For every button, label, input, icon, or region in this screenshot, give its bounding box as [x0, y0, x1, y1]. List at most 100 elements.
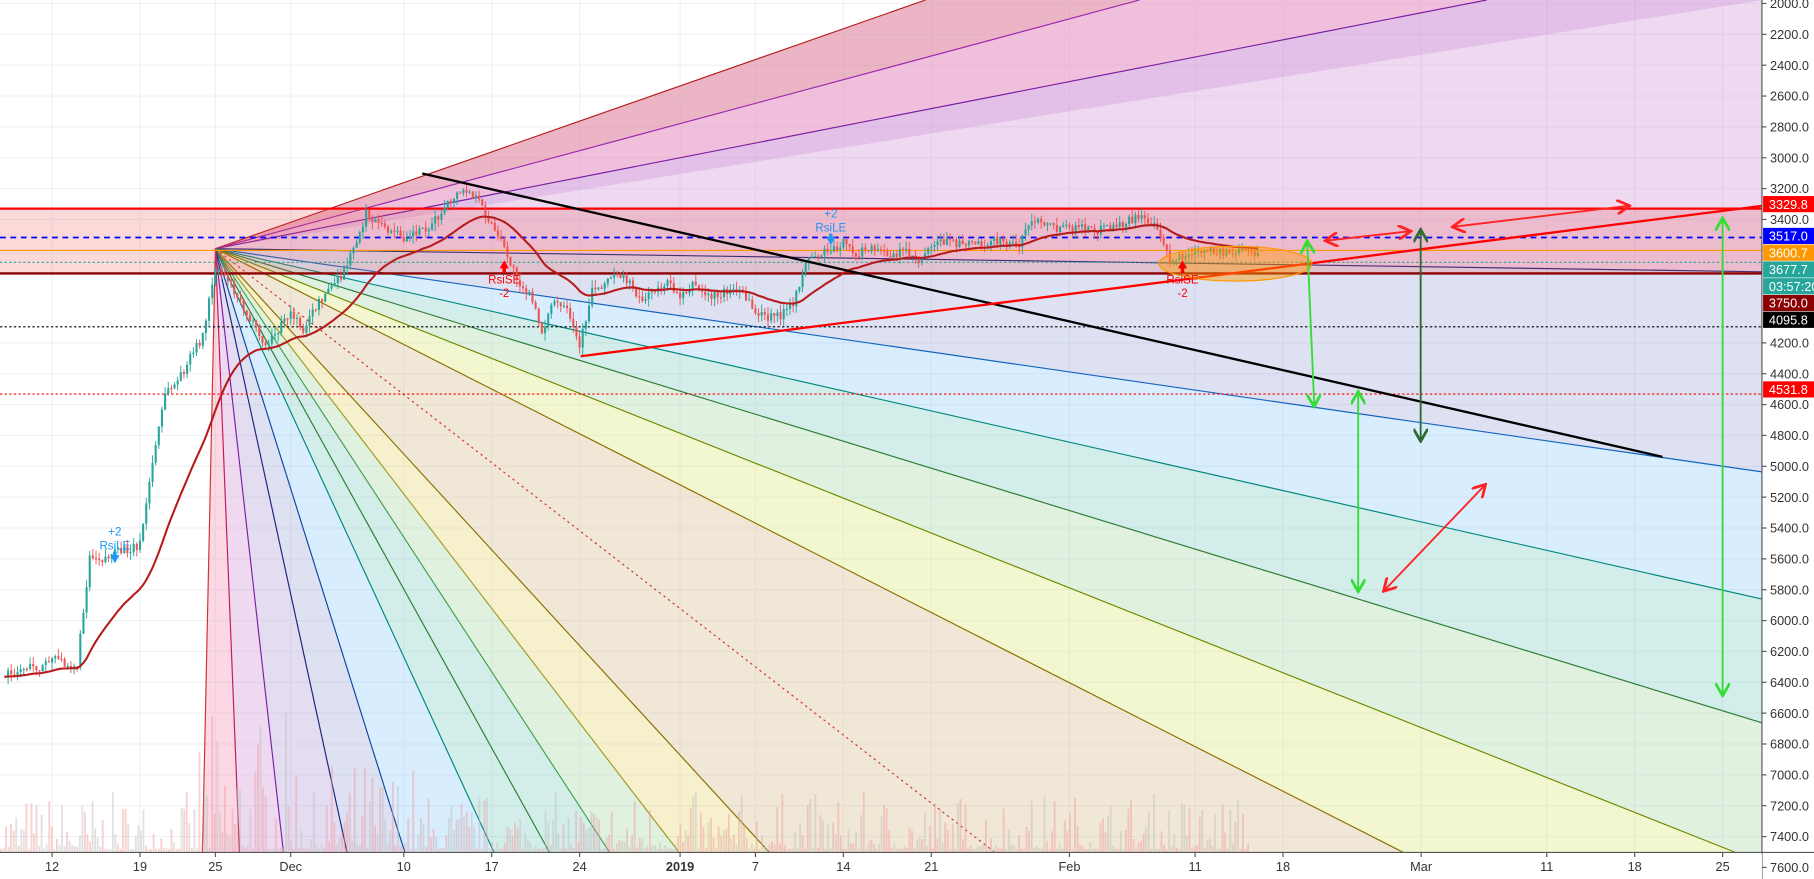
volume-bar [794, 831, 796, 853]
volume-bar [206, 795, 209, 853]
volume-bar [621, 840, 623, 853]
volume-bar [1005, 848, 1008, 853]
volume-bar [162, 847, 165, 853]
volume-bar [366, 848, 369, 853]
volume-bar [801, 834, 804, 853]
volume-bar [1142, 833, 1145, 853]
volume-bar [155, 848, 158, 853]
volume-bar [712, 837, 715, 853]
volume-bar [137, 825, 140, 853]
volume-bar [529, 841, 532, 853]
volume-bar [1099, 822, 1102, 853]
candle-body [883, 250, 886, 252]
volume-bar [208, 847, 211, 853]
price-label-text: 3517.0 [1769, 229, 1808, 244]
volume-bar [1012, 845, 1015, 853]
volume-bar [1000, 848, 1003, 853]
volume-bar [178, 848, 181, 853]
candle-body [333, 283, 336, 286]
candle-body [1197, 250, 1200, 252]
candle-body [653, 291, 656, 293]
drawings[interactable] [422, 172, 1763, 693]
volume-bar [325, 805, 328, 853]
volume-bar [710, 817, 712, 853]
time-axis-ticks: 12 19 25 Dec 10 17 24 2019 7 14 21 Feb 11 18 Mar 11 18 25 [45, 852, 1730, 874]
candle-body [1115, 224, 1118, 227]
candle-body [434, 216, 437, 224]
candle-body [933, 244, 936, 247]
volume-bar [279, 847, 282, 853]
volume-bar [834, 834, 837, 853]
time-axis[interactable] [0, 853, 1762, 879]
candle-body [559, 302, 562, 307]
volume-bar [727, 813, 730, 853]
volume-bar [972, 848, 975, 853]
candle-body [273, 334, 277, 336]
candle-body [16, 672, 19, 675]
candle-body [330, 285, 333, 289]
candle-body [277, 332, 280, 335]
candle-body [788, 304, 792, 309]
candle-body [324, 293, 327, 302]
volume-bar [391, 781, 394, 853]
candle-body [195, 343, 198, 353]
volume-bar [76, 846, 79, 853]
candle-body [748, 299, 751, 301]
price-axis[interactable] [1761, 0, 1814, 879]
volume-bar [722, 830, 725, 853]
price-tick-label: 6800.0 [1770, 737, 1809, 752]
volume-bar [1163, 844, 1165, 853]
candle-body [361, 226, 364, 233]
volume-bar [880, 815, 883, 853]
volume-bar [437, 848, 440, 853]
candle-body [35, 666, 38, 671]
candle-body [826, 248, 829, 252]
candle-body [999, 238, 1002, 245]
candle-body [421, 227, 424, 230]
candle-body [47, 661, 50, 663]
candle-body [493, 222, 496, 231]
candle-body [299, 317, 302, 328]
volume-bar [50, 826, 53, 853]
volume-bar [867, 841, 870, 853]
volume-bar [175, 848, 178, 853]
candle-body [339, 276, 342, 280]
volume-bar [651, 845, 654, 853]
volume-bar [1186, 836, 1188, 853]
candle-body [839, 247, 842, 250]
candle-body [176, 380, 179, 385]
candle-body [562, 305, 565, 307]
volume-bar [147, 848, 150, 853]
candle-body [575, 326, 578, 337]
candle-body [867, 250, 870, 252]
gann-fan[interactable] [201, 0, 1763, 853]
volume-bar [679, 824, 682, 853]
price-label-badge [1763, 294, 1814, 312]
volume-bar [766, 848, 768, 853]
volume-bar [363, 768, 366, 853]
candle-body [1209, 247, 1212, 252]
candle-body [886, 250, 889, 257]
volume-bar [659, 842, 662, 853]
volume-bar [384, 818, 387, 853]
volume-bar [453, 829, 455, 853]
candle-body [688, 289, 691, 294]
candle-body [1128, 216, 1131, 224]
candle-body [905, 248, 908, 251]
volume-bar [964, 804, 967, 853]
volume-bar [750, 843, 753, 853]
volume-bar [995, 845, 998, 853]
candle-body [923, 253, 927, 258]
volume-bar [218, 811, 221, 853]
volume-bar [180, 807, 183, 853]
candle-body [91, 555, 94, 559]
volume-bar [165, 848, 168, 853]
price-label-text: 03:57:20 [1769, 279, 1814, 294]
volume-bar [682, 842, 684, 853]
candle-body [980, 241, 983, 247]
volume-bar [170, 829, 173, 853]
volume-bar [1089, 842, 1092, 853]
candle-body [528, 291, 531, 294]
volume-bar [654, 845, 656, 853]
